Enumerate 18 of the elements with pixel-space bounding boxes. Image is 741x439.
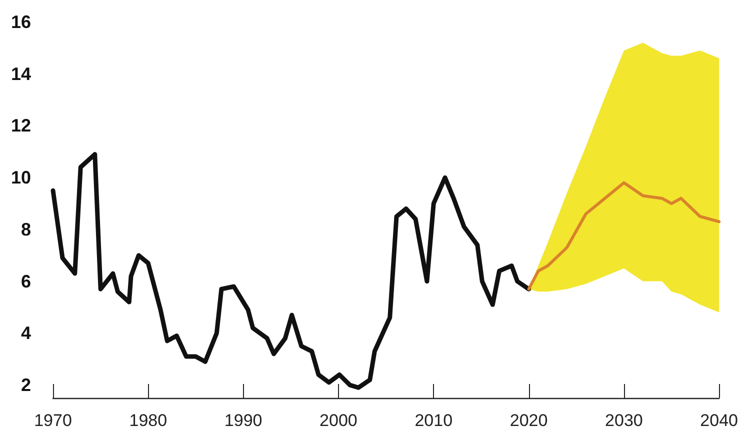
y-tick-label: 16: [10, 12, 31, 32]
y-tick-label: 10: [10, 168, 31, 188]
x-tick-label: 1970: [34, 411, 72, 430]
x-tick-label: 2020: [510, 411, 548, 430]
line-series: [50, 152, 532, 390]
y-tick-label: 2: [20, 375, 31, 396]
x-tick-label: 2040: [700, 411, 738, 430]
x-tick-label: 2030: [605, 411, 643, 430]
y-tick-label: 6: [20, 271, 31, 292]
y-tick-label: 12: [10, 116, 31, 136]
x-tick-label: 1990: [224, 411, 262, 430]
x-tick-label: 1980: [129, 411, 168, 430]
x-tick-label: 2000: [320, 411, 358, 430]
x-tick-label: 2010: [414, 411, 453, 430]
y-tick-label: 14: [10, 64, 31, 84]
line-series: [527, 181, 721, 291]
y-tick-label: 8: [20, 219, 31, 240]
y-tick-label: 4: [20, 323, 31, 344]
